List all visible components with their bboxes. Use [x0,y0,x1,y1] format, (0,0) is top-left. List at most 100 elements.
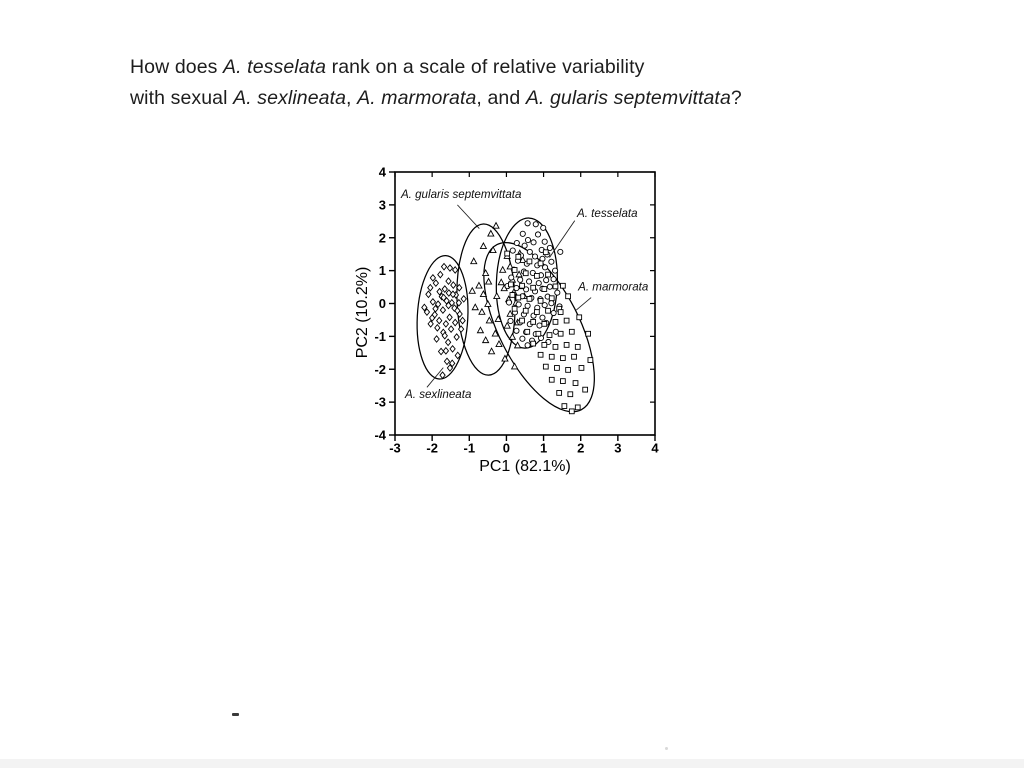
y-tick-label: -4 [374,428,386,443]
circle-marker [550,309,557,317]
square-marker [572,380,579,386]
x-tick-label: 1 [540,441,547,456]
square-marker [509,292,516,298]
y-tick-label: -2 [374,362,386,377]
square-marker [504,250,511,257]
square-marker [522,307,529,314]
diamond-marker [429,273,437,282]
label-a-gularis-septemvittata: A. gularis septemvittata [400,188,522,201]
square-marker [568,328,575,335]
diamond-marker [447,325,455,334]
square-marker [552,283,559,290]
circle-marker [524,302,531,309]
diamond-marker [423,308,431,316]
circle-marker [526,278,533,285]
square-marker [511,305,518,312]
circle-marker [513,327,520,334]
diamond-marker [445,301,452,310]
diamond-marker [444,338,452,347]
square-marker [587,357,594,363]
square-marker [545,307,551,314]
circle-marker [541,302,548,309]
circle-marker [557,248,564,255]
question-line-1: How does A. tesselata rank on a scale of… [130,56,645,78]
circle-marker [513,239,520,247]
diamond-marker [437,270,444,279]
square-marker [508,281,514,288]
circle-marker [550,276,557,283]
triangle-marker [468,286,477,294]
x-tick-label: 3 [614,441,621,456]
diamond-marker [451,266,459,274]
triangle-marker [476,326,485,334]
leader-a-sexlineata [426,367,444,388]
x-tick-label: 0 [503,441,510,456]
diamond-marker [439,306,447,314]
bottom-strip [0,759,1024,768]
triangle-marker [478,307,486,315]
square-marker [556,390,563,396]
diamond-marker [421,303,428,312]
square-marker [537,298,544,304]
circle-marker [554,289,561,296]
square-marker [582,386,589,393]
square-marker [571,353,577,360]
circle-marker [530,239,537,246]
square-marker [552,319,559,325]
y-tick-label: -3 [374,395,386,410]
square-marker [568,408,575,415]
stray-mark [232,713,239,716]
square-marker [574,404,581,411]
circle-marker [519,230,526,237]
square-marker [526,296,533,302]
triangle-marker [479,290,488,298]
diamond-marker [427,319,434,328]
diamond-marker [436,316,443,325]
square-marker [530,284,537,291]
circle-marker [543,277,550,284]
triangle-marker [501,354,509,362]
triangle-marker [492,221,500,229]
circle-marker [542,264,549,271]
diamond-marker [440,293,447,302]
triangle-marker [506,309,514,317]
square-marker [530,340,537,347]
diamond-marker [434,323,441,332]
question-line-2: with sexual A. sexlineata, A. marmorata,… [130,87,742,109]
y-tick-label: 2 [379,230,386,245]
square-marker [563,342,570,348]
diamond-marker [442,346,450,355]
square-marker [511,267,518,273]
circle-marker [536,322,543,329]
points-a-gularis-septemvittata [468,221,529,370]
square-marker [524,328,531,335]
x-tick-label: 2 [577,441,584,456]
triangle-marker [469,257,478,265]
y-axis-label: PC2 (10.2%) [354,267,371,359]
square-marker [574,344,581,350]
diamond-marker [443,357,451,366]
circle-marker [532,221,539,228]
diamond-marker [441,285,448,293]
triangle-marker [498,265,507,273]
diamond-marker [432,279,440,288]
square-marker [578,365,585,371]
diamond-marker [446,364,454,372]
triangle-marker [497,278,505,286]
x-tick-label: -3 [389,441,401,456]
ellipse-a-sexlineata [416,254,469,380]
circle-marker [552,267,559,274]
triangle-marker [494,315,503,323]
diamond-marker [440,262,448,271]
circle-marker [526,248,533,255]
square-marker [535,330,542,337]
diamond-marker [433,335,440,343]
square-marker [554,365,560,371]
diamond-marker [434,300,442,309]
triangle-marker [503,321,511,329]
triangle-marker [484,299,492,307]
diamond-marker [449,359,456,368]
label-a-sexlineata: A. sexlineata [404,388,472,401]
stray-dot [665,747,668,750]
y-tick-label: 1 [379,263,386,278]
